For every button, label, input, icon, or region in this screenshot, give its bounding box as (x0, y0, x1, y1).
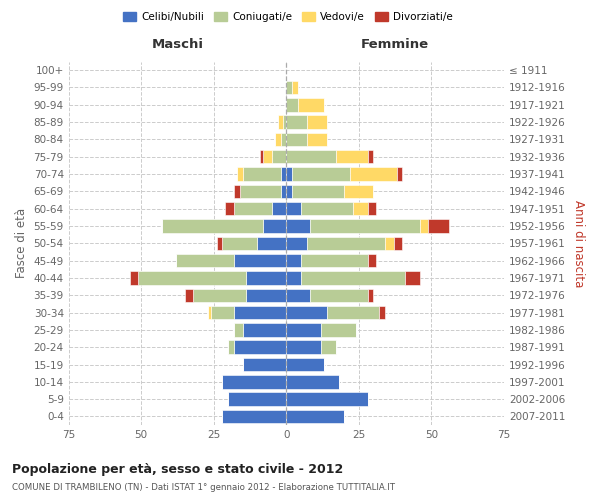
Bar (272, 202, 286, 215)
Bar (286, 98, 298, 112)
Bar (286, 271, 301, 284)
Legend: Celibi/Nubili, Coniugati/e, Vedovi/e, Divorziati/e: Celibi/Nubili, Coniugati/e, Vedovi/e, Di… (119, 8, 457, 26)
Bar (240, 184, 281, 198)
Bar (286, 150, 335, 164)
Bar (234, 254, 286, 268)
Bar (281, 168, 286, 181)
Bar (260, 150, 263, 164)
Bar (307, 236, 385, 250)
Bar (307, 132, 327, 146)
Bar (223, 236, 257, 250)
Bar (344, 184, 373, 198)
Bar (286, 410, 344, 423)
Bar (286, 340, 321, 354)
Bar (286, 220, 310, 233)
Bar (243, 168, 281, 181)
Bar (292, 80, 298, 94)
Bar (286, 306, 327, 320)
Bar (161, 220, 263, 233)
Bar (228, 340, 234, 354)
Bar (428, 220, 449, 233)
Bar (286, 80, 292, 94)
Bar (405, 271, 420, 284)
Bar (286, 116, 307, 129)
Bar (286, 168, 292, 181)
Bar (245, 271, 286, 284)
Y-axis label: Anni di nascita: Anni di nascita (572, 200, 585, 287)
Bar (234, 184, 240, 198)
Bar (292, 168, 350, 181)
Bar (301, 271, 405, 284)
Bar (286, 358, 324, 372)
Bar (234, 340, 286, 354)
Bar (385, 236, 394, 250)
Bar (243, 323, 286, 336)
Bar (301, 202, 353, 215)
Bar (292, 184, 344, 198)
Bar (234, 202, 272, 215)
Bar (368, 150, 373, 164)
Text: Femmine: Femmine (361, 38, 429, 51)
Bar (185, 288, 193, 302)
Bar (286, 132, 307, 146)
Bar (286, 254, 301, 268)
Bar (208, 306, 211, 320)
Bar (234, 306, 286, 320)
Bar (243, 358, 286, 372)
Bar (368, 288, 373, 302)
Bar (281, 184, 286, 198)
Bar (335, 150, 368, 164)
Bar (298, 98, 324, 112)
Bar (286, 202, 301, 215)
Bar (272, 150, 286, 164)
Bar (286, 236, 307, 250)
Bar (286, 323, 321, 336)
Bar (245, 288, 286, 302)
Bar (307, 116, 327, 129)
Bar (211, 306, 234, 320)
Bar (263, 150, 272, 164)
Bar (130, 271, 139, 284)
Bar (234, 323, 243, 336)
Bar (257, 236, 286, 250)
Bar (368, 202, 376, 215)
Bar (278, 116, 283, 129)
Bar (420, 220, 428, 233)
Text: Maschi: Maschi (151, 38, 203, 51)
Bar (193, 288, 245, 302)
Bar (321, 340, 335, 354)
Bar (353, 202, 368, 215)
Bar (310, 288, 368, 302)
Bar (350, 168, 397, 181)
Bar (281, 132, 286, 146)
Bar (368, 254, 376, 268)
Bar (321, 323, 356, 336)
Bar (237, 168, 243, 181)
Bar (379, 306, 385, 320)
Text: COMUNE DI TRAMBILENO (TN) - Dati ISTAT 1° gennaio 2012 - Elaborazione TUTTITALIA: COMUNE DI TRAMBILENO (TN) - Dati ISTAT 1… (12, 482, 395, 492)
Y-axis label: Fasce di età: Fasce di età (15, 208, 28, 278)
Bar (286, 375, 338, 388)
Bar (228, 392, 286, 406)
Bar (139, 271, 245, 284)
Bar (286, 184, 292, 198)
Bar (394, 236, 403, 250)
Bar (327, 306, 379, 320)
Bar (263, 220, 286, 233)
Bar (176, 254, 234, 268)
Bar (286, 392, 368, 406)
Bar (275, 132, 281, 146)
Bar (217, 236, 223, 250)
Bar (223, 410, 286, 423)
Bar (301, 254, 368, 268)
Bar (226, 202, 234, 215)
Text: Popolazione per età, sesso e stato civile - 2012: Popolazione per età, sesso e stato civil… (12, 462, 343, 475)
Bar (310, 220, 420, 233)
Bar (397, 168, 403, 181)
Bar (283, 116, 286, 129)
Bar (223, 375, 286, 388)
Bar (286, 288, 310, 302)
